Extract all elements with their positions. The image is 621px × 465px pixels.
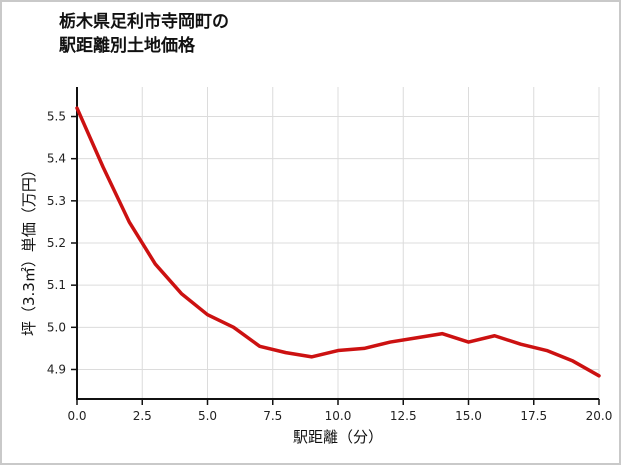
y-tick-label: 5.2	[47, 236, 66, 250]
x-tick-label: 2.5	[133, 409, 152, 423]
x-tick-label: 15.0	[455, 409, 482, 423]
x-tick-label: 5.0	[198, 409, 217, 423]
y-tick-label: 5.1	[47, 278, 66, 292]
x-axis-label: 駅距離（分）	[292, 428, 383, 446]
x-tick-label: 0.0	[67, 409, 86, 423]
x-tick-label: 20.0	[586, 409, 613, 423]
y-tick-label: 4.9	[47, 362, 66, 376]
x-tick-label: 7.5	[263, 409, 282, 423]
x-tick-label: 17.5	[520, 409, 547, 423]
y-tick-label: 5.0	[47, 320, 66, 334]
chart-title: 栃木県足利市寺岡町の 駅距離別土地価格	[59, 11, 229, 59]
y-tick-label: 5.4	[47, 152, 66, 166]
x-tick-label: 12.5	[390, 409, 417, 423]
chart-title-line-2: 駅距離別土地価格	[59, 35, 195, 56]
y-tick-label: 5.5	[47, 110, 66, 124]
tick-marks	[71, 115, 600, 405]
y-tick-label: 5.3	[47, 194, 66, 208]
price-line-series	[75, 106, 601, 378]
x-tick-label: 10.0	[325, 409, 352, 423]
axes	[76, 87, 599, 400]
chart-title-line-1: 栃木県足利市寺岡町の	[59, 12, 229, 32]
